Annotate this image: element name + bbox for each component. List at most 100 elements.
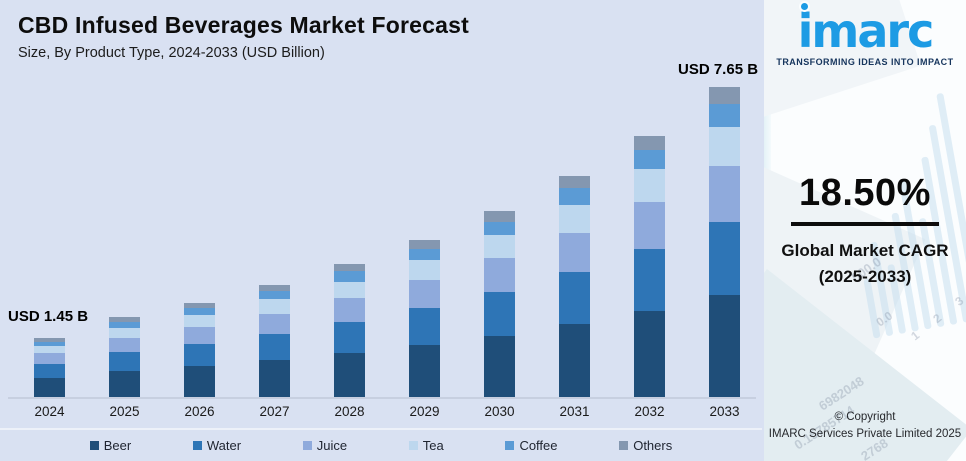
bar-segment-beer-2027 xyxy=(259,360,290,397)
bar-segment-others-2024 xyxy=(34,338,65,342)
chart-subtitle: Size, By Product Type, 2024-2033 (USD Bi… xyxy=(18,45,325,61)
value-label-2024: USD 1.45 B xyxy=(8,308,89,325)
chart-title: CBD Infused Beverages Market Forecast xyxy=(18,12,469,38)
bar-segment-juice-2029 xyxy=(409,279,440,309)
bar-segment-beer-2031 xyxy=(559,324,590,397)
bar-column-2027: 2027 xyxy=(237,87,312,419)
brand-panel: 500.0 0.0 1 2 3 4 6982048 0.15785714 276… xyxy=(764,0,966,461)
legend-item-juice: Juice xyxy=(302,438,348,453)
legend-swatch-icon xyxy=(192,441,202,450)
bars-container: 2024 2025 2026 2027 2028 2029 2030 2031 2032 2033 xyxy=(12,87,762,419)
bar-segment-others-2029 xyxy=(409,240,440,249)
cagr-label: Global Market CAGR xyxy=(781,241,949,260)
bar-segment-water-2024 xyxy=(34,363,65,378)
bar-segment-coffee-2032 xyxy=(634,149,665,170)
bar-segment-tea-2032 xyxy=(634,169,665,203)
chart-section: CBD Infused Beverages Market Forecast Si… xyxy=(0,0,764,461)
bar-segment-beer-2033 xyxy=(709,294,740,397)
bar-segment-juice-2028 xyxy=(334,298,365,323)
bar-column-2025: 2025 xyxy=(87,87,162,419)
bar-segment-water-2026 xyxy=(184,343,215,366)
legend-label: Juice xyxy=(316,438,348,453)
bar-segment-water-2029 xyxy=(409,308,440,346)
bar-column-2028: 2028 xyxy=(312,87,387,419)
bar-segment-water-2032 xyxy=(634,249,665,311)
bar-column-2030: 2030 xyxy=(462,87,537,419)
cagr-block: 18.50% Global Market CAGR (2025-2033) xyxy=(764,172,966,291)
bar-segment-tea-2033 xyxy=(709,127,740,167)
bar-segment-tea-2027 xyxy=(259,299,290,314)
bar-segment-others-2027 xyxy=(259,284,290,291)
x-axis-label-2026: 2026 xyxy=(184,404,215,419)
bar-segment-juice-2026 xyxy=(184,326,215,344)
stacked-bar-2033 xyxy=(709,87,740,397)
bar-segment-others-2028 xyxy=(334,264,365,272)
bar-column-2033: 2033 xyxy=(687,87,762,419)
bar-column-2024: 2024 xyxy=(12,87,87,419)
bar-segment-others-2026 xyxy=(184,302,215,308)
legend-label: Others xyxy=(633,438,673,453)
copyright: © Copyright IMARC Services Private Limit… xyxy=(764,409,966,444)
legend-swatch-icon xyxy=(408,441,418,450)
imarc-logo-wordmark: imarc xyxy=(798,1,934,54)
bar-segment-water-2031 xyxy=(559,272,590,325)
bar-column-2032: 2032 xyxy=(612,87,687,419)
bar-segment-tea-2028 xyxy=(334,281,365,299)
bar-segment-others-2032 xyxy=(634,135,665,150)
bar-segment-beer-2024 xyxy=(34,377,65,397)
bar-segment-beer-2026 xyxy=(184,365,215,397)
copyright-line-2: IMARC Services Private Limited 2025 xyxy=(768,427,962,440)
bar-segment-beer-2029 xyxy=(409,345,440,397)
bar-segment-coffee-2033 xyxy=(709,104,740,128)
bar-segment-juice-2032 xyxy=(634,202,665,250)
value-label-2033: USD 7.65 B xyxy=(678,61,759,78)
legend-label: Tea xyxy=(422,438,444,453)
x-axis-label-2033: 2033 xyxy=(709,404,740,419)
x-axis-label-2030: 2030 xyxy=(484,404,515,419)
bar-segment-water-2030 xyxy=(484,292,515,336)
bar-column-2026: 2026 xyxy=(162,87,237,419)
legend-item-coffee: Coffee xyxy=(505,438,558,453)
x-axis-label-2032: 2032 xyxy=(634,404,665,419)
watermark-text: 0.0 xyxy=(873,308,896,330)
bar-segment-coffee-2031 xyxy=(559,188,590,205)
bar-segment-tea-2026 xyxy=(184,314,215,327)
bar-segment-water-2025 xyxy=(109,352,140,371)
legend-swatch-icon xyxy=(619,441,629,450)
bar-segment-beer-2025 xyxy=(109,370,140,397)
cagr-value: 18.50% xyxy=(799,172,931,214)
bar-segment-beer-2028 xyxy=(334,353,365,397)
copyright-line-1: © Copyright xyxy=(834,410,896,423)
bar-segment-others-2025 xyxy=(109,317,140,322)
bar-segment-coffee-2027 xyxy=(259,290,290,300)
stacked-bar-2028 xyxy=(334,87,365,397)
bar-segment-coffee-2029 xyxy=(409,248,440,261)
legend-item-others: Others xyxy=(619,438,672,453)
stacked-bar-2032 xyxy=(634,87,665,397)
bar-segment-juice-2033 xyxy=(709,166,740,222)
bar-segment-beer-2030 xyxy=(484,335,515,397)
legend-label: Beer xyxy=(103,438,132,453)
legend-swatch-icon xyxy=(302,441,312,450)
bar-segment-others-2030 xyxy=(484,211,515,222)
stacked-bar-2025 xyxy=(109,87,140,397)
bar-segment-water-2033 xyxy=(709,221,740,295)
imarc-tagline: TRANSFORMING IDEAS INTO IMPACT xyxy=(776,57,954,67)
bar-segment-tea-2025 xyxy=(109,327,140,338)
legend-swatch-icon xyxy=(505,441,515,450)
legend: Beer Water Juice Tea Coffee Others xyxy=(0,428,762,461)
stacked-bar-2031 xyxy=(559,87,590,397)
stacked-bar-2027 xyxy=(259,87,290,397)
bar-segment-juice-2030 xyxy=(484,258,515,293)
imarc-logo-text: imarc xyxy=(797,4,935,58)
legend-swatch-icon xyxy=(89,441,99,450)
stacked-bar-2026 xyxy=(184,87,215,397)
stacked-bar-2029 xyxy=(409,87,440,397)
bar-segment-water-2028 xyxy=(334,322,365,354)
bar-segment-beer-2032 xyxy=(634,310,665,397)
imarc-logo-dot-icon xyxy=(798,1,810,12)
legend-label: Water xyxy=(206,438,242,453)
bar-segment-tea-2030 xyxy=(484,235,515,259)
legend-item-beer: Beer xyxy=(89,438,132,453)
